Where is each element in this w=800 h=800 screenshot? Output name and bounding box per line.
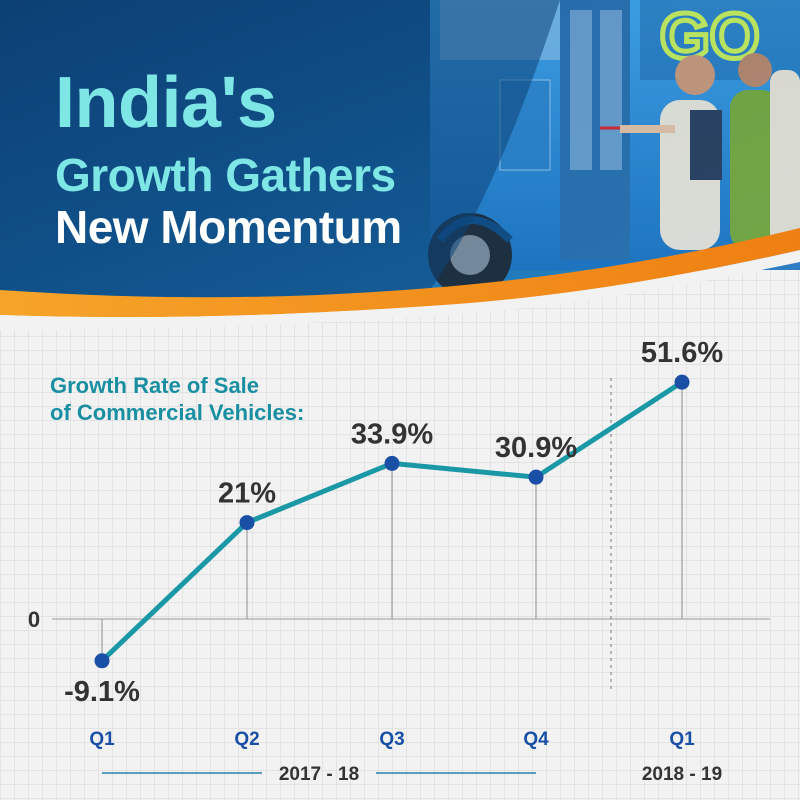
chart-title-line-2: of Commercial Vehicles: xyxy=(50,400,305,425)
data-label-5: 51.6% xyxy=(641,337,723,369)
chart-title: Growth Rate of Sale of Commercial Vehicl… xyxy=(50,372,304,426)
data-label-4: 30.9% xyxy=(495,432,577,464)
title-line-1: India's xyxy=(55,63,277,143)
orange-wave xyxy=(0,228,800,318)
data-point-1 xyxy=(94,653,110,669)
data-label-3: 33.9% xyxy=(351,418,433,450)
x-tick-label-4: Q4 xyxy=(523,729,549,750)
data-label-2: 21% xyxy=(218,478,276,510)
x-tick-label-3: Q3 xyxy=(379,729,404,750)
group-label-2018-19: 2018 - 19 xyxy=(642,764,722,785)
x-tick-label-2: Q2 xyxy=(234,729,259,750)
title-line-2: Growth Gathers xyxy=(55,149,396,201)
x-tick-label-1: Q1 xyxy=(89,729,115,750)
x-tick-label-5: Q1 xyxy=(669,729,695,750)
group-label-2017-18: 2017 - 18 xyxy=(279,764,359,785)
zero-label: 0 xyxy=(28,607,40,632)
data-point-5 xyxy=(674,374,690,390)
people xyxy=(600,53,800,250)
data-label-1: -9.1% xyxy=(64,676,140,708)
title-line-3: New Momentum xyxy=(55,201,402,253)
data-point-3 xyxy=(384,455,400,471)
data-point-2 xyxy=(239,515,255,531)
data-point-4 xyxy=(528,469,544,485)
header-banner: GO xyxy=(0,0,800,330)
chart-title-line-1: Growth Rate of Sale xyxy=(50,373,260,398)
